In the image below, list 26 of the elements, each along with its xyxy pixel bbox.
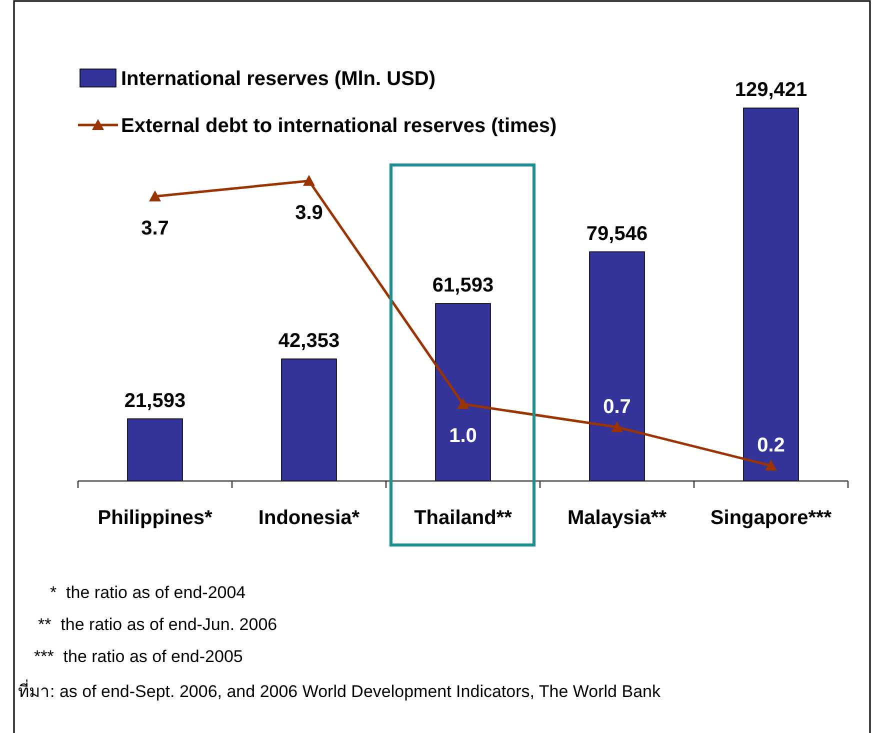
point (149, 190, 161, 202)
point (457, 398, 469, 410)
legend-label: International reserves (Mln. USD) (121, 68, 436, 90)
data-label: 1.0 (449, 425, 477, 448)
data-label: 0.7 (603, 396, 631, 418)
legend-label: External debt to international reserves (times) (121, 115, 557, 137)
point (303, 174, 315, 186)
x-tick-label: Singapore*** (710, 507, 832, 529)
x-tick-label: Philippines* (98, 507, 212, 529)
text: ที่มา: as of end-Sept. 2006, and 2006 World Development Indicators, The World Bank (18, 678, 662, 703)
data-label: 21,593 (124, 390, 186, 412)
text: *** the ratio as of end-2005 (34, 647, 243, 667)
data-label: 129,421 (734, 79, 808, 102)
data-label: 79,546 (586, 222, 648, 245)
x-tick-label: Malaysia** (568, 507, 667, 529)
x-tick-label: Indonesia* (258, 507, 360, 529)
text: ** the ratio as of end-Jun. 2006 (38, 615, 278, 635)
data-label: 42,353 (278, 330, 340, 352)
data-label: 3.9 (295, 202, 323, 224)
text: * the ratio as of end-2004 (50, 583, 246, 603)
data-label: 0.2 (757, 434, 785, 457)
data-label: 61,593 (432, 274, 494, 296)
data-label: 3.7 (141, 217, 169, 240)
point (765, 460, 777, 471)
x-tick-label: Thailand** (414, 507, 512, 529)
point (611, 421, 623, 432)
